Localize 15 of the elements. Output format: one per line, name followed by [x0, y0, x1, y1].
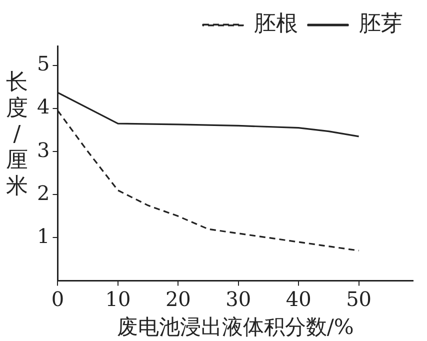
x-tick-label: 0 [51, 287, 64, 312]
legend-label: 胚芽 [359, 12, 403, 37]
y-tick-label: 1 [36, 224, 50, 248]
x-tick-label: 30 [226, 287, 252, 312]
y-tick-label: 5 [36, 52, 50, 76]
x-tick-label: 20 [165, 287, 191, 312]
x-tick-label: 10 [105, 287, 131, 312]
y-tick-label: 4 [36, 94, 50, 119]
y-axis-title: 长度/厘米 [5, 70, 29, 200]
y-tick-label: 2 [36, 180, 50, 205]
x-tick-label: 40 [286, 287, 312, 312]
x-axis-title: 废电池浸出液体积分数/% [116, 314, 354, 339]
x-tick-label: 50 [346, 287, 372, 312]
legend-label: 胚根 [254, 12, 298, 37]
y-tick-label: 3 [36, 138, 50, 162]
